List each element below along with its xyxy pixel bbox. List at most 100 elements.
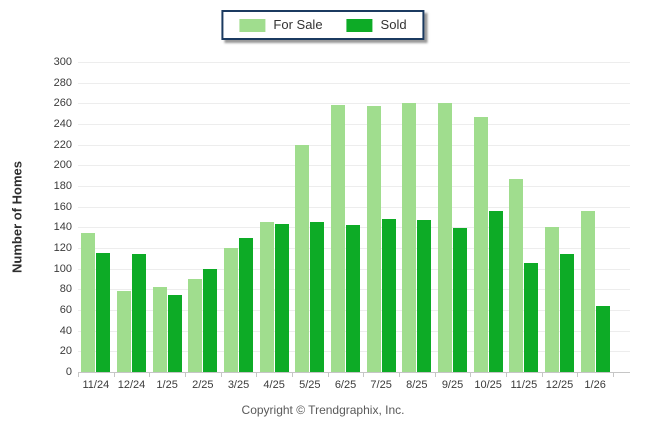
bar-sold-1/25: [167, 294, 182, 372]
x-tick-mark: [470, 373, 472, 377]
sold-swatch: [346, 18, 373, 32]
bar-group-8/25: [399, 62, 435, 372]
x-tick-label: 12/25: [545, 379, 574, 391]
bar-sold-9/25: [453, 228, 468, 372]
legend: For Sale Sold: [221, 10, 425, 40]
x-tick-label: 5/25: [299, 379, 321, 391]
bar-for-sale-6/25: [331, 105, 346, 372]
bar-group-5/25: [292, 62, 328, 372]
x-tick-label: 4/25: [263, 379, 285, 391]
x-tick-mark: [113, 373, 115, 377]
x-tick-label: 10/25: [474, 379, 502, 391]
bar-sold-11/24: [96, 253, 111, 372]
bars-row: [78, 62, 613, 372]
y-tick-label: 80: [59, 283, 72, 296]
bar-group-4/25: [256, 62, 292, 372]
bar-for-sale-3/25: [224, 248, 239, 372]
x-tick-label: 11/24: [82, 379, 110, 391]
gridline: [78, 82, 630, 84]
bar-sold-7/25: [381, 219, 396, 372]
x-tick-mark: [363, 373, 365, 377]
bar-for-sale-1/25: [152, 287, 167, 372]
bar-sold-11/25: [524, 262, 539, 372]
bar-for-sale-10/25: [473, 116, 488, 372]
x-tick-mark: [399, 373, 400, 377]
bar-for-sale-11/25: [509, 178, 524, 372]
x-tick-mark: [220, 373, 222, 377]
bar-group-11/25: [506, 62, 542, 372]
y-tick-label: 140: [53, 221, 72, 234]
gridline: [78, 206, 630, 208]
gridline: [78, 186, 630, 187]
bar-group-12/24: [114, 62, 150, 372]
copyright-notice: Copyright © Trendgraphix, Inc.: [241, 403, 405, 417]
bar-sold-8/25: [417, 220, 432, 372]
for-sale-swatch: [239, 18, 266, 32]
bar-group-9/25: [435, 62, 471, 372]
x-tick-label: 9/25: [441, 379, 464, 391]
x-tick-label: 2/25: [192, 379, 214, 391]
bar-for-sale-7/25: [366, 106, 381, 372]
x-axis-line: [78, 372, 630, 373]
x-tick-mark: [577, 373, 579, 377]
bar-group-12/25: [542, 62, 578, 372]
y-axis-title: Number of Homes: [9, 161, 25, 273]
bar-sold-12/24: [132, 254, 146, 372]
legend-label-for-sale: For Sale: [273, 17, 323, 32]
bar-group-7/25: [363, 62, 399, 372]
x-tick-label: 12/24: [117, 379, 146, 391]
x-tick-label: 3/25: [227, 379, 250, 391]
bar-group-1/26: [577, 62, 613, 372]
y-tick-label: 100: [53, 262, 72, 275]
legend-label-sold: Sold: [380, 17, 407, 32]
bar-for-sale-1/26: [580, 210, 595, 372]
x-tick-mark: [613, 373, 614, 377]
x-tick-mark: [506, 373, 507, 377]
gridline: [78, 62, 630, 63]
legend-item-sold: Sold: [346, 17, 407, 32]
bar-for-sale-8/25: [402, 103, 417, 372]
bar-for-sale-12/24: [117, 291, 131, 372]
y-tick-label: 240: [53, 118, 72, 130]
x-tick-label: 6/25: [334, 379, 357, 391]
legend-item-for-sale: For Sale: [239, 17, 323, 32]
x-tick-mark: [327, 373, 329, 377]
bar-for-sale-11/24: [81, 232, 96, 372]
bar-for-sale-12/25: [545, 227, 560, 372]
y-tick-label: 160: [53, 200, 72, 213]
y-tick-label: 280: [53, 76, 72, 89]
x-tick-mark: [78, 373, 79, 377]
x-tick-mark: [149, 373, 151, 377]
y-tick-label: 0: [65, 366, 72, 378]
bar-for-sale-4/25: [259, 222, 274, 372]
bar-for-sale-2/25: [188, 279, 203, 372]
y-tick-label: 40: [59, 324, 72, 337]
x-tick-label: 1/25: [156, 379, 178, 391]
bar-group-6/25: [328, 62, 364, 372]
x-tick-mark: [256, 373, 258, 377]
bar-sold-4/25: [274, 224, 289, 372]
y-tick-label: 220: [53, 138, 72, 151]
bar-sold-6/25: [346, 225, 361, 372]
bar-sold-3/25: [239, 237, 254, 372]
y-tick-label: 200: [53, 159, 72, 172]
x-tick-mark: [541, 373, 543, 377]
gridline: [78, 144, 630, 146]
x-tick-label: 11/25: [510, 379, 538, 391]
bar-for-sale-5/25: [295, 144, 310, 372]
y-tick-label: 120: [53, 242, 72, 254]
bar-group-2/25: [185, 62, 221, 372]
bar-group-1/25: [149, 62, 185, 372]
y-tick-label: 60: [59, 304, 72, 316]
bar-group-11/24: [78, 62, 114, 372]
bar-sold-5/25: [310, 222, 325, 372]
gridline: [78, 165, 630, 167]
bar-sold-10/25: [488, 210, 503, 372]
y-tick-label: 260: [53, 97, 72, 110]
bar-group-3/25: [221, 62, 257, 372]
bar-sold-1/26: [595, 305, 610, 372]
gridline: [78, 103, 630, 105]
y-tick-label: 20: [59, 345, 72, 358]
bar-group-10/25: [470, 62, 506, 372]
